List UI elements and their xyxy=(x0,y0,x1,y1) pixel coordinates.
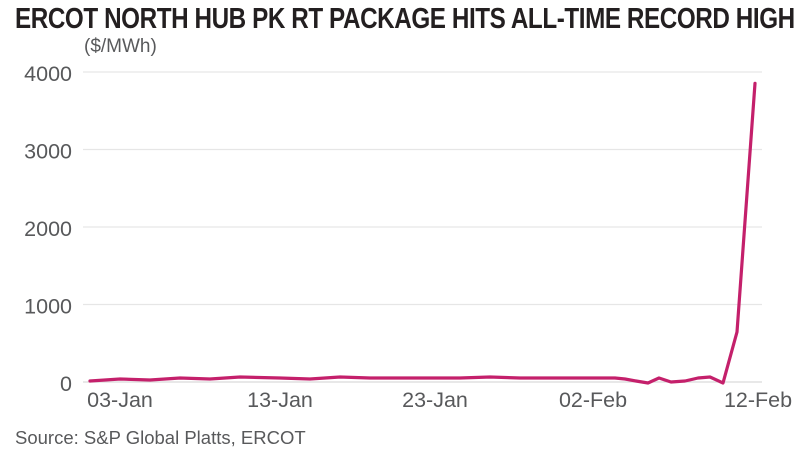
svg-text:0: 0 xyxy=(60,372,72,396)
svg-text:03-Jan: 03-Jan xyxy=(87,388,153,412)
svg-text:12-Feb: 12-Feb xyxy=(724,388,792,412)
svg-text:2000: 2000 xyxy=(24,217,72,241)
svg-text:13-Jan: 13-Jan xyxy=(247,388,313,412)
svg-text:3000: 3000 xyxy=(24,140,72,164)
svg-text:23-Jan: 23-Jan xyxy=(402,388,468,412)
svg-text:1000: 1000 xyxy=(24,295,72,319)
svg-text:02-Feb: 02-Feb xyxy=(559,388,627,412)
svg-text:4000: 4000 xyxy=(24,62,72,86)
